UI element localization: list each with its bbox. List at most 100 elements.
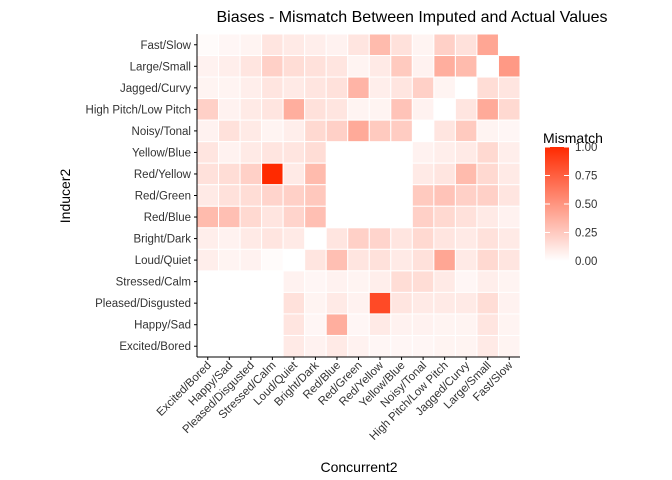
- heatmap-cell: [390, 55, 413, 78]
- heatmap-cell: [196, 184, 220, 207]
- heatmap-cell: [497, 184, 521, 207]
- heatmap-cell: [368, 248, 392, 272]
- heatmap-cell: [433, 313, 456, 336]
- heatmap-cell: [325, 33, 349, 57]
- heatmap-cell: [411, 184, 435, 207]
- heatmap-cell: [497, 98, 521, 121]
- heatmap-cell: [239, 55, 263, 78]
- colorbar-legend: Mismatch 0.00 0.25 0.50 0.75 1.00: [543, 130, 603, 268]
- heatmap-cell: [196, 205, 220, 229]
- heatmap-cell: [282, 98, 306, 121]
- heatmap-cell: [497, 227, 521, 250]
- colorbar-tick-label: 0.25: [575, 228, 597, 240]
- colorbar-title: Mismatch: [543, 130, 603, 146]
- y-tick-label: Noisy/Tonal: [132, 126, 191, 138]
- heatmap-cell: [239, 205, 263, 229]
- heatmap-cell: [454, 184, 478, 207]
- heatmap-cell: [433, 162, 456, 186]
- heatmap-cells: [196, 33, 521, 358]
- heatmap-cell: [454, 334, 478, 358]
- heatmap-cell: [433, 119, 456, 143]
- heatmap-cell: [390, 270, 413, 293]
- heatmap-cell: [411, 33, 435, 57]
- heatmap-cell: [433, 141, 456, 164]
- heatmap-cell: [218, 248, 241, 272]
- heatmap-cell: [325, 270, 349, 293]
- heatmap-cell: [454, 291, 478, 315]
- heatmap-cell: [325, 334, 349, 358]
- heatmap-cell: [368, 33, 392, 57]
- heatmap-cell: [411, 205, 435, 229]
- x-axis-title: Concurrent2: [320, 459, 397, 475]
- heatmap-cell: [218, 227, 241, 250]
- heatmap-cell: [261, 248, 284, 272]
- heatmap-cell: [411, 76, 435, 100]
- heatmap-cell: [433, 291, 456, 315]
- heatmap-cell: [239, 227, 263, 250]
- y-tick-label: Pleased/Disgusted: [95, 298, 191, 310]
- heatmap-cell: [261, 98, 284, 121]
- heatmap-cell: [476, 162, 499, 186]
- heatmap-cell: [433, 184, 456, 207]
- heatmap-cell: [476, 227, 499, 250]
- heatmap-cell: [497, 270, 521, 293]
- colorbar-tick-label: 0.75: [575, 171, 597, 183]
- heatmap-cell: [347, 55, 370, 78]
- heatmap-cell: [347, 227, 370, 250]
- heatmap-cell: [368, 334, 392, 358]
- heatmap-cell: [282, 55, 306, 78]
- heatmap-cell: [261, 227, 284, 250]
- heatmap-cell: [261, 55, 284, 78]
- heatmap-cell: [433, 33, 456, 57]
- heatmap-cell: [497, 248, 521, 272]
- heatmap-cell: [218, 119, 241, 143]
- heatmap-cell: [497, 76, 521, 100]
- heatmap-cell: [497, 291, 521, 315]
- heatmap-cell: [218, 33, 241, 57]
- heatmap-cell: [261, 119, 284, 143]
- heatmap-cell: [497, 205, 521, 229]
- heatmap-cell: [196, 162, 220, 186]
- y-tick-label: Yellow/Blue: [132, 147, 191, 159]
- heatmap-cell: [347, 291, 370, 315]
- heatmap-cell: [239, 76, 263, 100]
- heatmap-cell: [347, 313, 370, 336]
- heatmap-cell: [454, 98, 478, 121]
- heatmap-cell: [411, 334, 435, 358]
- heatmap-cell: [282, 76, 306, 100]
- heatmap-cell: [239, 119, 263, 143]
- heatmap-cell: [261, 184, 284, 207]
- heatmap-cell: [304, 76, 327, 100]
- heatmap-cell: [261, 33, 284, 57]
- y-tick-label: Fast/Slow: [141, 40, 192, 52]
- heatmap-cell: [282, 334, 306, 358]
- heatmap-cell: [390, 33, 413, 57]
- heatmap-cell: [411, 227, 435, 250]
- heatmap-cell: [196, 33, 220, 57]
- colorbar-ticks: 0.00 0.25 0.50 0.75 1.00: [545, 142, 597, 268]
- heatmap-cell: [282, 141, 306, 164]
- y-tick-label: Red/Blue: [144, 212, 191, 224]
- heatmap-cell: [497, 119, 521, 143]
- heatmap-cell: [390, 248, 413, 272]
- heatmap-cell: [196, 248, 220, 272]
- heatmap-cell: [282, 162, 306, 186]
- heatmap-cell: [261, 205, 284, 229]
- heatmap-cell: [218, 162, 241, 186]
- heatmap-cell: [325, 291, 349, 315]
- heatmap-cell: [304, 248, 327, 272]
- heatmap-cell: [239, 33, 263, 57]
- heatmap-cell: [433, 76, 456, 100]
- heatmap-cell: [368, 76, 392, 100]
- heatmap-cell: [304, 291, 327, 315]
- heatmap-cell: [454, 205, 478, 229]
- heatmap-cell: [411, 55, 435, 78]
- colorbar-tick-label: 0.50: [575, 199, 597, 211]
- heatmap-cell: [196, 227, 220, 250]
- heatmap-cell: [325, 227, 349, 250]
- heatmap-cell: [282, 291, 306, 315]
- y-tick-label: Excited/Bored: [119, 341, 191, 353]
- heatmap-cell: [218, 184, 241, 207]
- heatmap-cell: [218, 205, 241, 229]
- heatmap-cell: [325, 248, 349, 272]
